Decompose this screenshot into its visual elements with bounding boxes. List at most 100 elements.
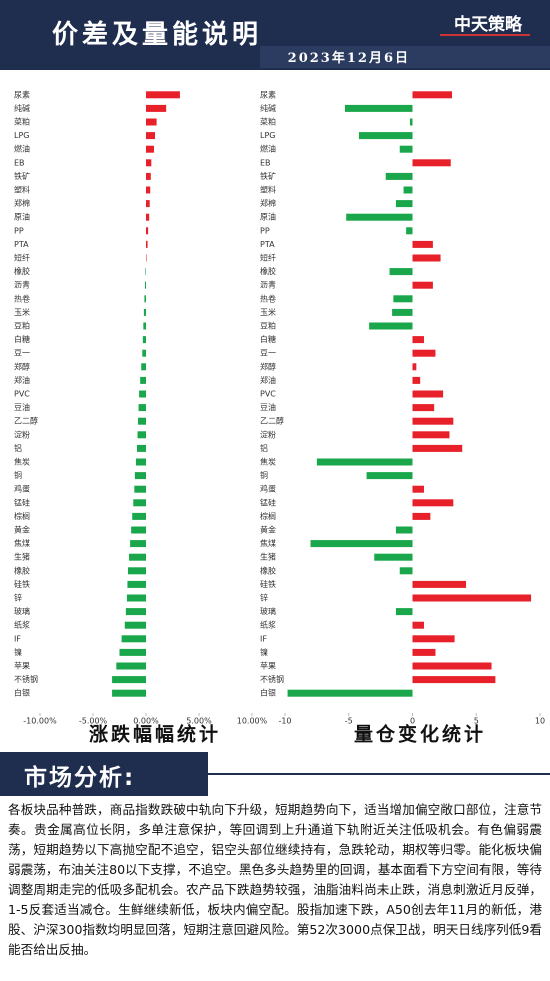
category-label: 生猪 [260,552,276,562]
category-label: LPG [14,131,29,140]
x-tick-label: 0.00% [133,717,159,726]
category-label: PVC [260,390,276,399]
category-label: 热卷 [14,293,30,303]
category-label: 锌 [14,593,22,603]
category-label: 热卷 [260,293,276,303]
bar [395,526,413,534]
bar [412,635,455,643]
chart-title: 量仓变化统计 [354,723,486,746]
bar [146,132,156,140]
category-label: PVC [14,390,30,399]
category-label: 尿素 [260,89,276,99]
bar [134,472,146,480]
category-label: 郑棉 [14,198,30,208]
category-label: 豆粕 [260,321,276,331]
bar [138,417,146,425]
category-label: 鸡蛋 [260,484,276,494]
category-label: 塑料 [14,185,30,195]
category-label: LPG [260,131,275,140]
category-label: 纸浆 [260,620,276,630]
analysis-text: 各板块品种普跌，商品指数跌破中轨向下升级，短期趋势向下，适当增加偏空敞口部位，注… [8,802,542,957]
category-label: 白银 [260,688,276,698]
bar [412,580,467,588]
category-label: 橡胶 [14,565,30,575]
bar [139,390,146,398]
category-label: 镍 [260,647,268,657]
x-tick-label: -5 [345,717,353,726]
bar [146,118,157,126]
bar [369,322,413,330]
category-label: IF [260,634,267,643]
category-label: 生猪 [14,552,30,562]
category-label: 短纤 [260,253,276,263]
x-tick-label: -10 [278,717,291,726]
category-label: 豆油 [14,402,30,412]
bar [136,444,146,452]
category-label: 铜 [14,470,22,480]
category-label: 纯碱 [260,103,276,113]
category-label: 橡胶 [260,266,276,276]
bar [144,295,146,303]
bar [116,662,146,670]
bar [412,662,492,670]
category-label: EB [260,158,271,167]
category-label: 橡胶 [260,565,276,575]
category-label: 燃油 [260,144,276,154]
bar [146,159,152,167]
bar [412,431,450,439]
category-label: 燃油 [14,144,30,154]
bar [406,227,413,235]
category-label: 白糖 [260,334,276,344]
bar [146,172,151,180]
bar [399,145,413,153]
bar [412,349,436,357]
category-label: PP [260,226,270,235]
bar [412,444,463,452]
bar [346,213,413,221]
bar [412,159,451,167]
bar [412,363,417,371]
category-label: 焦炭 [260,457,276,467]
category-label: 沥青 [14,280,30,290]
bar [130,540,146,548]
category-label: 菜粕 [14,117,30,127]
category-label: 玻璃 [14,606,30,616]
category-label: 白银 [14,688,30,698]
bar [412,254,441,262]
category-label: 不锈钢 [260,674,284,684]
bar [146,186,151,194]
analysis-rule [208,773,550,775]
category-label: 乙二醇 [14,416,38,426]
category-label: 玉米 [14,307,30,317]
chart-title: 涨跌幅幅统计 [89,723,221,746]
category-label: 郑油 [14,375,30,385]
category-label: 黄金 [14,525,30,535]
category-label: 沥青 [260,280,276,290]
bar [135,458,146,466]
category-label: 尿素 [14,89,30,99]
bar [125,608,146,616]
bar [146,145,154,153]
bar [412,281,433,289]
bar [127,580,146,588]
bar [140,376,146,384]
bar [403,186,413,194]
bar [131,526,146,534]
category-label: 纸浆 [14,620,30,630]
category-label: 塑料 [260,185,276,195]
bar [316,458,413,466]
category-label: 焦煤 [14,538,30,548]
category-label: 豆一 [260,349,276,358]
category-label: 苹果 [260,661,276,671]
category-label: 铁矿 [14,171,30,181]
category-label: 锰硅 [14,497,30,507]
bar [412,499,454,507]
category-label: 豆一 [14,349,30,358]
bar [142,349,146,357]
bar [143,322,146,330]
category-label: 玻璃 [260,606,276,616]
category-label: 棕榈 [260,511,276,521]
bar [126,594,146,602]
bar [137,431,146,439]
category-label: 鸡蛋 [14,484,30,494]
